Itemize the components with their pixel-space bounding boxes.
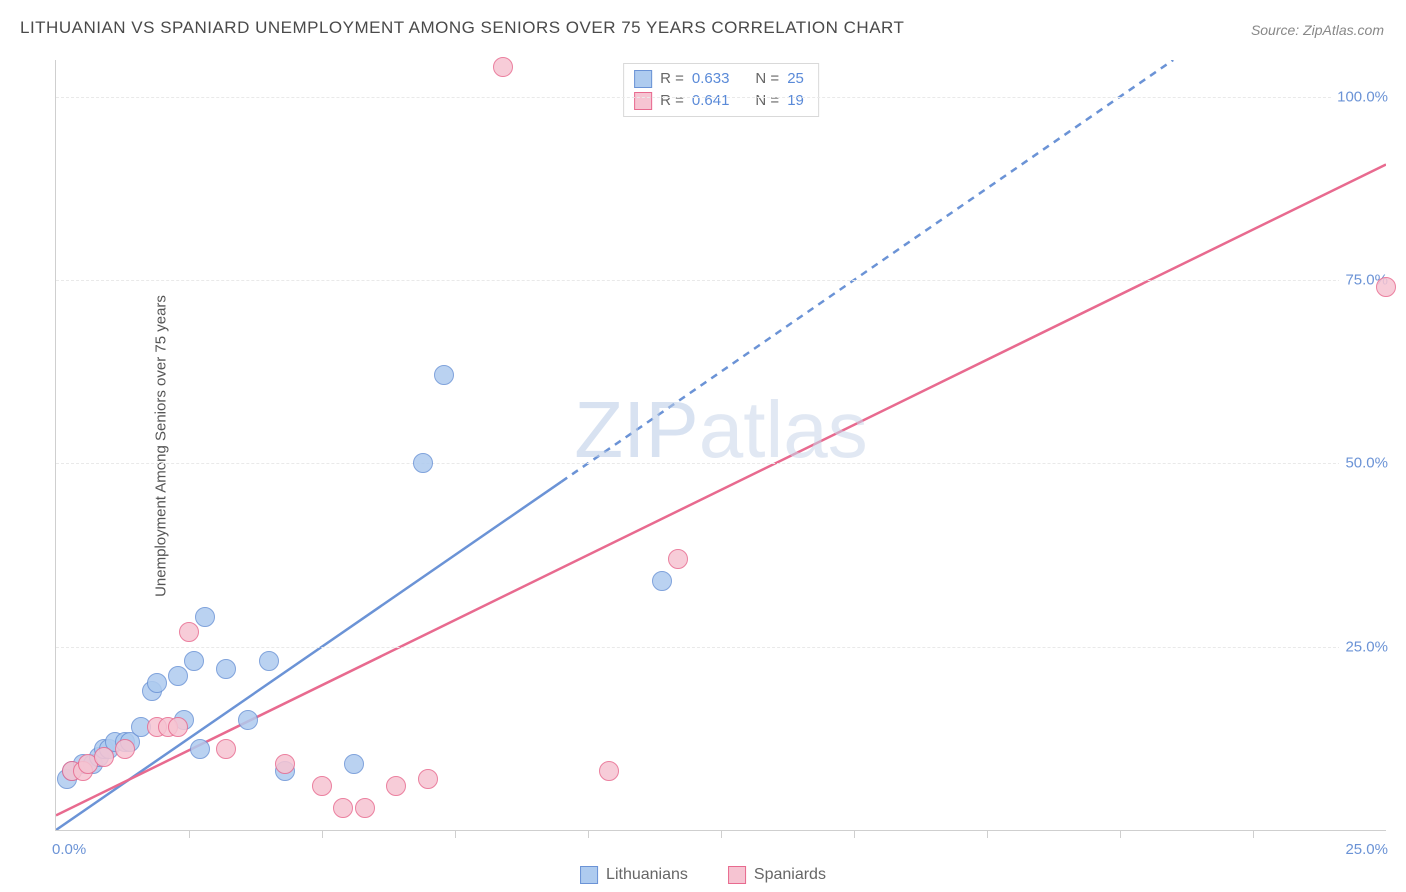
source-credit: Source: ZipAtlas.com <box>1251 22 1384 38</box>
data-point <box>216 659 236 679</box>
data-point <box>599 761 619 781</box>
legend-item-spaniards: Spaniards <box>728 866 826 884</box>
swatch-lithuanians <box>580 866 598 884</box>
data-point <box>418 769 438 789</box>
data-point <box>344 754 364 774</box>
data-point <box>275 754 295 774</box>
data-point <box>259 651 279 671</box>
data-point <box>168 717 188 737</box>
watermark: ZIPatlas <box>574 384 867 476</box>
data-point <box>94 747 114 767</box>
data-point <box>147 673 167 693</box>
data-point <box>1376 277 1396 297</box>
stats-row-spaniards: R = 0.641 N = 19 <box>634 90 804 112</box>
data-point <box>413 453 433 473</box>
stats-legend: R = 0.633 N = 25 R = 0.641 N = 19 <box>623 63 819 117</box>
data-point <box>668 549 688 569</box>
y-tick-label: 100.0% <box>1331 88 1388 105</box>
stats-row-lithuanians: R = 0.633 N = 25 <box>634 68 804 90</box>
data-point <box>216 739 236 759</box>
x-max-label: 25.0% <box>1345 841 1388 858</box>
swatch-spaniards <box>728 866 746 884</box>
plot-area: R = 0.633 N = 25 R = 0.641 N = 19 ZIPatl… <box>55 60 1386 831</box>
series-legend: Lithuanians Spaniards <box>580 866 826 884</box>
legend-item-lithuanians: Lithuanians <box>580 866 688 884</box>
swatch-lithuanians <box>634 70 652 88</box>
data-point <box>355 798 375 818</box>
data-point <box>168 666 188 686</box>
data-point <box>386 776 406 796</box>
n-label: N = <box>755 68 779 90</box>
chart-title: LITHUANIAN VS SPANIARD UNEMPLOYMENT AMON… <box>20 18 904 38</box>
data-point <box>238 710 258 730</box>
y-tick-label: 50.0% <box>1339 455 1388 472</box>
r-label: R = <box>660 68 684 90</box>
n-value: 25 <box>787 68 804 90</box>
data-point <box>434 365 454 385</box>
r-label: R = <box>660 90 684 112</box>
legend-label: Spaniards <box>754 866 826 884</box>
data-point <box>493 57 513 77</box>
r-value: 0.633 <box>692 68 730 90</box>
r-value: 0.641 <box>692 90 730 112</box>
data-point <box>312 776 332 796</box>
data-point <box>652 571 672 591</box>
swatch-spaniards <box>634 92 652 110</box>
data-point <box>195 607 215 627</box>
n-value: 19 <box>787 90 804 112</box>
data-point <box>115 739 135 759</box>
legend-label: Lithuanians <box>606 866 688 884</box>
data-point <box>333 798 353 818</box>
data-point <box>184 651 204 671</box>
data-point <box>179 622 199 642</box>
n-label: N = <box>755 90 779 112</box>
y-tick-label: 25.0% <box>1339 638 1388 655</box>
data-point <box>190 739 210 759</box>
x-origin-label: 0.0% <box>52 841 86 858</box>
